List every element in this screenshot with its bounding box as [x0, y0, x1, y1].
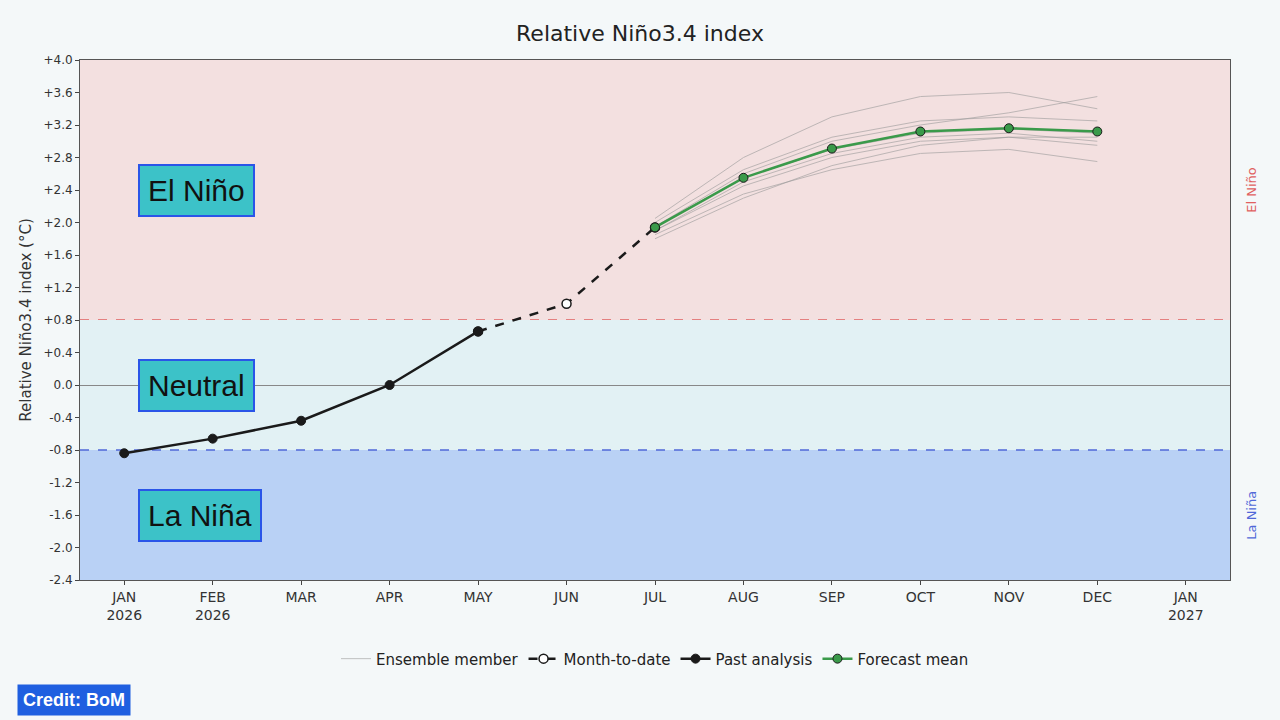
svg-text:MAY: MAY	[464, 589, 494, 605]
svg-text:Month-to-date: Month-to-date	[564, 651, 671, 669]
svg-text:FEB2026: FEB2026	[195, 589, 231, 623]
svg-text:-2.4: -2.4	[49, 573, 72, 587]
svg-text:NOV: NOV	[993, 589, 1024, 605]
svg-text:Credit: BoM: Credit: BoM	[23, 690, 125, 710]
svg-text:+2.4: +2.4	[43, 183, 72, 197]
svg-text:JAN2026: JAN2026	[106, 589, 142, 623]
svg-text:JAN2027: JAN2027	[1168, 589, 1204, 623]
svg-text:+0.8: +0.8	[43, 313, 72, 327]
svg-text:+3.2: +3.2	[43, 118, 72, 132]
svg-text:+2.0: +2.0	[43, 216, 72, 230]
svg-text:La Niña: La Niña	[148, 499, 252, 532]
svg-text:-0.8: -0.8	[49, 443, 72, 457]
svg-text:Past analysis: Past analysis	[716, 651, 813, 669]
svg-text:+2.8: +2.8	[43, 151, 72, 165]
svg-text:Ensemble member: Ensemble member	[376, 651, 519, 669]
svg-text:MAR: MAR	[285, 589, 317, 605]
svg-text:OCT: OCT	[906, 589, 936, 605]
svg-text:DEC: DEC	[1083, 589, 1113, 605]
svg-text:+0.4: +0.4	[43, 346, 72, 360]
svg-text:SEP: SEP	[819, 589, 845, 605]
svg-text:+1.6: +1.6	[43, 248, 72, 262]
svg-text:-1.2: -1.2	[49, 476, 72, 490]
svg-text:Neutral: Neutral	[148, 369, 245, 402]
svg-text:Forecast mean: Forecast mean	[857, 651, 968, 669]
svg-text:-0.4: -0.4	[49, 411, 72, 425]
svg-text:AUG: AUG	[728, 589, 759, 605]
svg-text:Relative Niño3.4 index: Relative Niño3.4 index	[516, 21, 764, 46]
svg-text:JUN: JUN	[553, 589, 579, 605]
svg-text:APR: APR	[376, 589, 404, 605]
svg-text:+4.0: +4.0	[43, 53, 72, 67]
svg-text:+1.2: +1.2	[43, 281, 72, 295]
svg-text:La Niña: La Niña	[1244, 491, 1259, 540]
svg-text:-1.6: -1.6	[49, 508, 72, 522]
svg-text:JUL: JUL	[643, 589, 666, 605]
svg-text:0.0: 0.0	[54, 378, 73, 392]
svg-text:+3.6: +3.6	[43, 86, 72, 100]
svg-text:Relative Niño3.4 index (°C): Relative Niño3.4 index (°C)	[17, 218, 35, 421]
svg-text:-2.0: -2.0	[49, 541, 72, 555]
svg-text:El Niño: El Niño	[148, 174, 245, 207]
svg-text:El Niño: El Niño	[1244, 167, 1259, 213]
